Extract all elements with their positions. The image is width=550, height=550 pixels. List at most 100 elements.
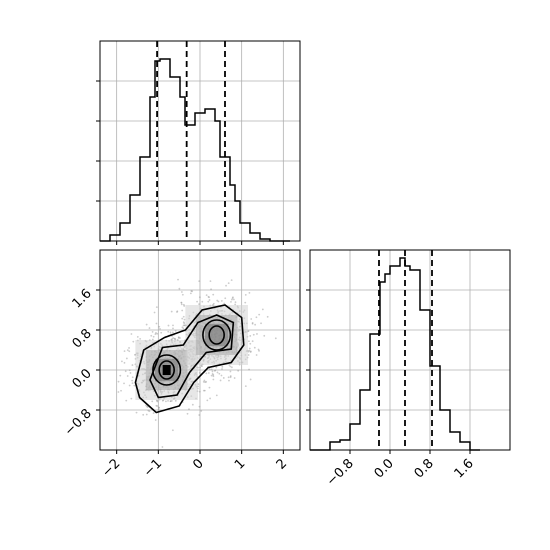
scatter-point <box>131 376 134 379</box>
scatter-point <box>229 365 232 368</box>
top-left-histogram-step <box>100 58 290 242</box>
scatter-point <box>232 298 235 301</box>
scatter-point <box>156 332 159 335</box>
scatter-point <box>209 280 212 283</box>
scatter-point <box>198 296 201 299</box>
scatter-point <box>177 278 179 281</box>
scatter-point <box>221 365 224 368</box>
scatter-point <box>148 327 151 329</box>
scatter-point <box>171 429 174 432</box>
scatter-point <box>249 342 252 345</box>
scatter-point <box>142 413 145 416</box>
scatter-point <box>258 313 261 316</box>
scatter-point <box>155 331 157 334</box>
scatter-point <box>128 384 131 387</box>
scatter-point <box>244 385 247 388</box>
scatter-point <box>150 334 153 337</box>
scatter-point <box>145 413 148 416</box>
scatter-point <box>211 370 214 373</box>
scatter-point <box>183 318 186 321</box>
scatter-point <box>151 338 154 341</box>
scatter-point <box>159 328 161 330</box>
scatter-point <box>167 399 169 402</box>
scatter-point <box>169 331 172 334</box>
scatter-point <box>156 405 159 407</box>
bottom-right-histogram-step <box>310 257 480 451</box>
scatter-point <box>158 325 161 328</box>
scatter-point <box>237 369 240 372</box>
scatter-point <box>216 371 219 374</box>
scatter-point <box>212 378 215 381</box>
scatter-point <box>125 357 128 360</box>
scatter-point <box>152 412 155 414</box>
scatter-point <box>230 279 233 282</box>
scatter-point <box>174 329 177 332</box>
scatter-point <box>212 375 215 378</box>
scatter-point <box>203 379 206 382</box>
scatter-point <box>174 399 177 402</box>
scatter-point <box>131 379 134 382</box>
scatter-point <box>198 390 201 393</box>
scatter-point <box>208 386 211 389</box>
scatter-point <box>210 288 212 291</box>
scatter-point <box>231 298 233 301</box>
top-left-histogram-panel <box>96 40 301 245</box>
scatter-point <box>252 333 255 336</box>
scatter-point <box>263 334 266 337</box>
scatter-point <box>216 299 219 302</box>
scatter-point <box>155 322 158 325</box>
scatter-point <box>124 370 127 373</box>
scatter-point <box>220 374 223 377</box>
scatter-point <box>179 337 181 339</box>
scatter-point <box>165 400 167 403</box>
scatter-point <box>182 324 185 327</box>
scatter-point <box>180 303 183 306</box>
scatter-point <box>157 408 160 411</box>
scatter-point <box>190 290 193 292</box>
top-left-quantile-lines <box>156 41 226 241</box>
scatter-point <box>214 369 217 372</box>
scatter-point <box>261 308 264 311</box>
scatter-point <box>215 394 218 397</box>
scatter-point <box>229 376 232 379</box>
scatter-point <box>125 399 128 402</box>
scatter-point <box>256 333 258 335</box>
scatter-point <box>247 354 250 356</box>
scatter-point <box>119 374 122 377</box>
scatter-point <box>258 349 260 352</box>
scatter-point <box>176 311 178 313</box>
scatter-point <box>180 291 183 293</box>
scatter-point <box>251 322 254 325</box>
scatter-point <box>128 347 130 349</box>
scatter-point <box>224 297 227 300</box>
scatter-point <box>255 316 258 319</box>
scatter-point <box>131 364 134 366</box>
scatter-point <box>130 397 133 400</box>
scatter-point <box>230 300 232 303</box>
scatter-point <box>117 380 120 383</box>
scatter-point <box>205 372 208 375</box>
scatter-point <box>154 419 157 421</box>
scatter-point <box>249 335 252 337</box>
scatter-point <box>212 302 215 305</box>
scatter-point <box>136 336 139 338</box>
scatter-point <box>248 291 251 294</box>
scatter-point <box>152 335 155 338</box>
scatter-point <box>204 381 207 384</box>
scatter-point <box>181 317 184 320</box>
scatter-point <box>220 300 223 302</box>
scatter-point <box>253 346 256 349</box>
top-left-ticks <box>96 80 284 245</box>
scatter-point <box>228 379 230 382</box>
scatter-point <box>183 305 186 307</box>
scatter-point <box>157 406 160 409</box>
scatter-point <box>161 446 164 448</box>
scatter-point <box>212 293 215 296</box>
scatter-point <box>123 361 126 364</box>
scatter-point <box>266 315 269 318</box>
scatter-point <box>121 360 123 363</box>
scatter-point <box>133 384 136 387</box>
scatter-point <box>186 412 189 415</box>
scatter-point <box>227 282 230 285</box>
